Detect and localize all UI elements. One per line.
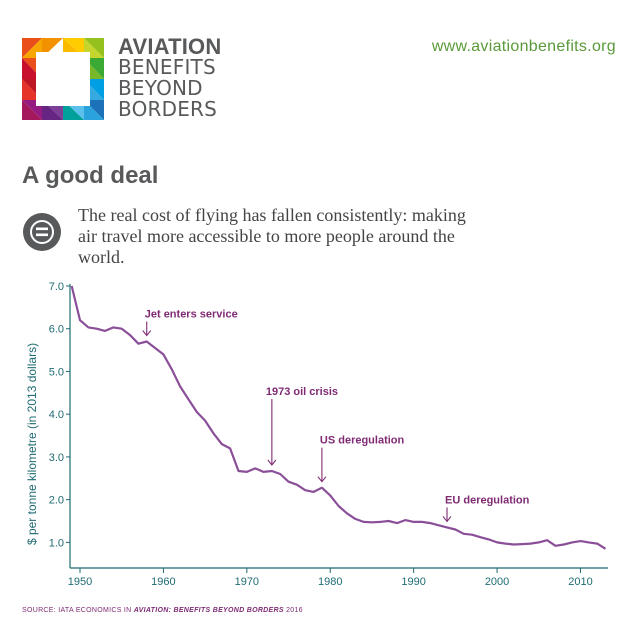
logo-mark <box>22 38 104 120</box>
equals-circle-icon <box>22 212 62 252</box>
annotation-label: EU deregulation <box>445 494 530 506</box>
x-tick-label: 1970 <box>235 576 259 588</box>
logo <box>22 38 104 120</box>
brand-line-1: AVIATION <box>118 34 222 59</box>
y-tick-label: 6.0 <box>49 324 64 336</box>
y-tick-label: 4.0 <box>49 409 64 421</box>
x-tick-label: 1990 <box>401 576 425 588</box>
chart: 1.0 2.0 3.0 4.0 5.0 6.0 7.0 1950 1960 1970 1980 199… <box>25 281 608 588</box>
y-tick-label: 5.0 <box>49 366 64 378</box>
brand-wordmark: AVIATION BENEFITS BEYOND BORDERS <box>118 36 221 120</box>
x-tick-label: 1980 <box>318 576 342 588</box>
page-title: A good deal <box>22 162 159 189</box>
y-axis-label: $ per tonne kilometre (in 2013 dollars) <box>25 343 39 545</box>
annotation-label: 1973 oil crisis <box>266 386 338 398</box>
annotation-label: US deregulation <box>320 435 405 447</box>
x-tick-label: 1960 <box>151 576 175 588</box>
source-note: SOURCE: IATA ECONOMICS IN AVIATION: BENE… <box>22 607 303 614</box>
y-tick-label: 7.0 <box>49 281 64 293</box>
x-tick-label: 2000 <box>485 576 509 588</box>
source-suffix: 2016 <box>283 607 303 614</box>
source-italic: AVIATION: BENEFITS BEYOND BORDERS <box>133 607 284 614</box>
x-tick-label: 1950 <box>68 576 92 588</box>
website-link[interactable]: www.aviationbenefits.org <box>431 38 616 55</box>
annotation-arrowhead <box>267 459 277 466</box>
annotation-arrowhead <box>317 476 327 483</box>
y-tick-label: 2.0 <box>49 495 64 507</box>
brand-line-2: BENEFITS <box>118 55 216 79</box>
series-line <box>70 285 607 550</box>
y-tick-label: 3.0 <box>49 452 64 464</box>
annotation-arrowhead <box>142 330 152 337</box>
brand-line-3: BEYOND <box>118 76 203 100</box>
annotation-label: Jet enters service <box>145 309 238 321</box>
annotation-arrowhead <box>442 516 452 523</box>
x-tick-label: 2010 <box>568 576 592 588</box>
source-prefix: SOURCE: IATA ECONOMICS IN <box>22 607 134 614</box>
y-tick-label: 1.0 <box>49 537 64 549</box>
brand-line-4: BORDERS <box>118 97 218 121</box>
subtitle: The real cost of flying has fallen consi… <box>78 205 466 267</box>
